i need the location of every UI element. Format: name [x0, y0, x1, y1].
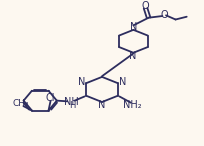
Text: NH₂: NH₂	[123, 100, 142, 110]
Text: N: N	[129, 51, 136, 61]
Text: NH: NH	[64, 97, 78, 107]
Text: O: O	[142, 1, 149, 11]
Text: N: N	[119, 77, 126, 87]
Text: N: N	[78, 77, 85, 87]
Text: CH₃: CH₃	[12, 99, 29, 108]
Text: O: O	[161, 10, 168, 20]
Text: Cl: Cl	[46, 93, 55, 103]
Text: N: N	[130, 22, 137, 32]
Text: N: N	[98, 100, 106, 110]
Text: H: H	[69, 101, 75, 110]
